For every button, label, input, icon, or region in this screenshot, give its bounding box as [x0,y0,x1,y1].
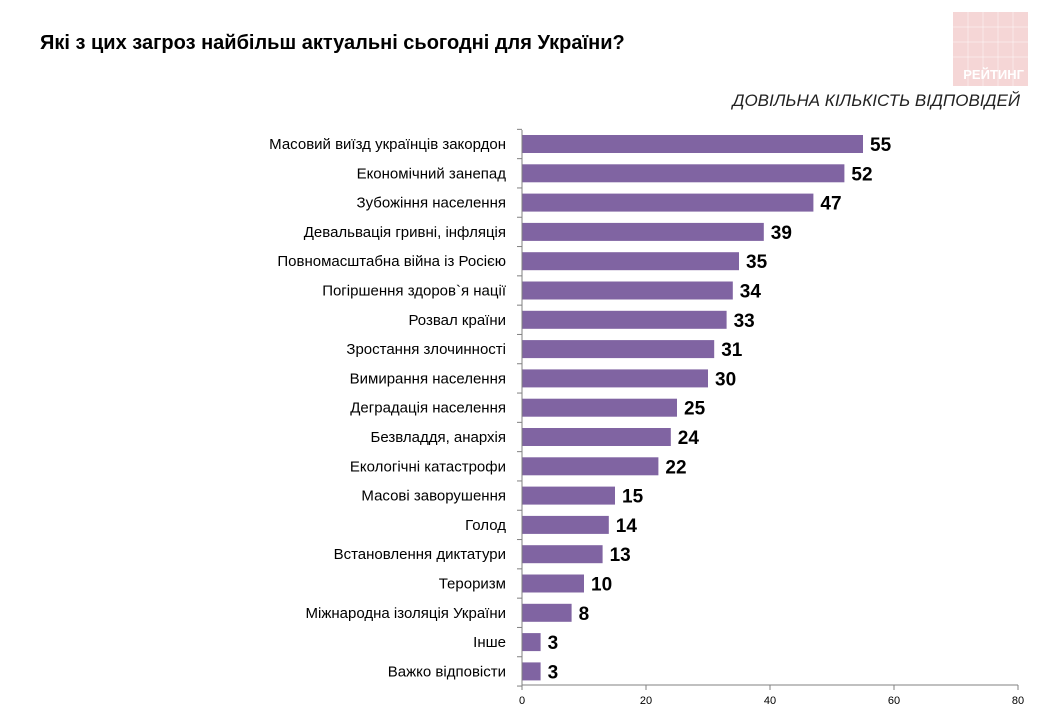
category-label: Безвладдя, анархія [370,429,506,446]
category-label: Зубожіння населення [357,195,506,212]
value-label: 31 [721,340,743,361]
value-label: 47 [820,194,841,215]
category-label: Масові заворушення [361,488,506,505]
bar [522,515,609,534]
value-label: 15 [622,487,644,508]
bar [522,633,541,652]
chart-title: Які з цих загроз найбільш актуальні сьог… [40,32,625,54]
chart-subtitle: ДОВІЛЬНА КІЛЬКІСТЬ ВІДПОВІДЕЙ [732,91,1020,110]
value-label: 22 [665,457,686,478]
bar [522,662,541,681]
value-label: 35 [746,252,768,273]
value-label: 25 [684,399,706,420]
value-label: 8 [579,604,590,625]
category-label: Голод [465,517,506,534]
bar [522,486,615,505]
bar [522,310,727,329]
bar [522,193,814,212]
bar [522,369,708,388]
bar [522,222,764,241]
category-label: Розвал країни [408,312,506,329]
value-label: 14 [616,516,638,537]
bar [522,135,863,153]
x-tick-label: 60 [888,695,900,707]
bar [522,281,733,300]
value-label: 30 [715,369,736,390]
bar [522,457,659,476]
category-label: Екологічні катастрофи [350,458,506,475]
bar [522,574,584,593]
x-tick-label: 80 [1012,695,1024,707]
value-label: 13 [610,545,631,566]
category-label: Міжнародна ізоляція України [306,605,506,622]
value-label: 52 [851,164,872,185]
logo-grid-icon [953,12,1028,86]
bar [522,603,572,622]
bar [522,545,603,564]
category-label: Встановлення диктатури [334,546,506,563]
bar [522,340,715,359]
bar [522,252,739,271]
category-label: Вимирання населення [350,370,506,387]
value-label: 3 [548,633,559,654]
category-label: Важко відповісти [388,663,506,680]
value-label: 34 [740,282,762,303]
category-label: Деградація населення [350,400,506,417]
x-tick-label: 20 [640,695,652,707]
category-label: Масовий виїзд українців закордон [269,136,506,153]
x-tick-label: 0 [519,695,525,707]
value-label: 24 [678,428,700,449]
value-label: 3 [548,662,559,683]
category-label: Тероризм [439,576,506,593]
value-label: 10 [591,575,612,596]
bar [522,428,671,446]
category-label: Девальвація гривні, інфляція [304,224,506,241]
value-label: 55 [870,135,892,156]
category-label: Інше [473,634,506,651]
category-label: Погіршення здоров`я нації [322,283,507,300]
bar [522,164,845,183]
logo-text: РЕЙТИНГ [963,67,1024,82]
rating-logo: РЕЙТИНГ [953,12,1028,86]
x-tick-label: 40 [764,695,776,707]
category-label: Економічний занепад [357,165,507,182]
category-label: Зростання злочинності [346,341,506,358]
bar [522,398,677,417]
category-label: Повномасштабна війна із Росією [277,253,506,270]
value-label: 33 [734,311,755,332]
value-label: 39 [771,223,792,244]
